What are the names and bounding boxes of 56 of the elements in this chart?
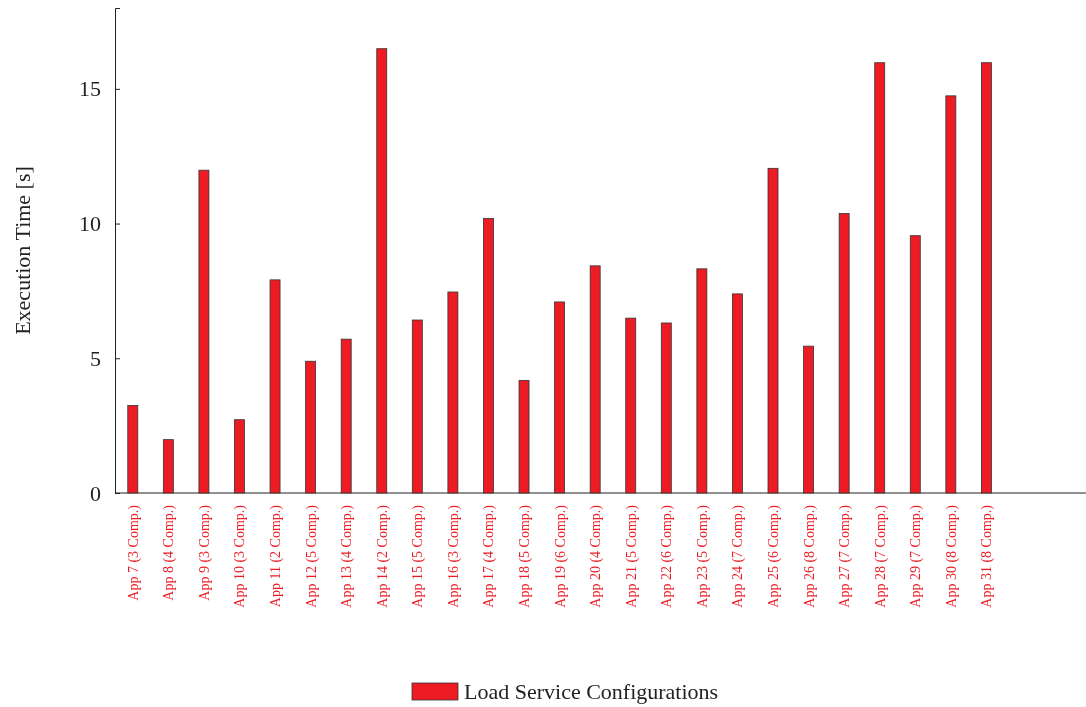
x-tick-label: App 13 (4 Comp.) xyxy=(339,504,356,608)
bar xyxy=(981,62,992,494)
x-tick-label: App 7 (3 Comp.) xyxy=(125,504,142,601)
bar xyxy=(803,345,814,494)
y-tick-label: 0 xyxy=(90,480,101,506)
x-tick-label: App 11 (2 Comp.) xyxy=(268,504,285,608)
x-tick-label: App 26 (8 Comp.) xyxy=(801,504,818,608)
x-tick-label: App 29 (7 Comp.) xyxy=(908,504,925,608)
bar xyxy=(162,439,174,494)
x-tick-label: App 20 (4 Comp.) xyxy=(588,504,605,608)
bar xyxy=(767,167,779,494)
y-tick-label: 15 xyxy=(79,76,101,102)
legend-label: Load Service Configurations xyxy=(464,679,719,704)
bar xyxy=(234,419,245,494)
bar xyxy=(732,293,743,494)
bar xyxy=(376,48,388,494)
bar xyxy=(909,235,921,494)
x-tick-label: App 22 (6 Comp.) xyxy=(659,504,676,608)
bar xyxy=(269,279,281,494)
y-tick-label: 5 xyxy=(90,345,101,371)
x-tick-label: App 10 (3 Comp.) xyxy=(232,504,249,608)
x-tick-label: App 30 (8 Comp.) xyxy=(943,504,960,608)
x-tick-label: App 27 (7 Comp.) xyxy=(837,504,854,608)
x-tick-label: App 8 (4 Comp.) xyxy=(161,504,178,601)
x-tick-label: App 31 (8 Comp.) xyxy=(979,504,996,608)
bar xyxy=(838,213,850,494)
bar xyxy=(198,169,210,494)
bar xyxy=(554,301,565,494)
bar xyxy=(696,268,708,494)
x-tick-label: App 15 (5 Comp.) xyxy=(410,504,427,608)
bar xyxy=(483,218,494,494)
x-tick-label: App 28 (7 Comp.) xyxy=(872,504,889,608)
bar xyxy=(945,95,957,494)
bar xyxy=(411,319,423,494)
x-tick-label: App 12 (5 Comp.) xyxy=(303,504,320,608)
x-tick-label: App 14 (2 Comp.) xyxy=(374,504,391,608)
x-tick-label: App 16 (3 Comp.) xyxy=(445,504,462,608)
x-tick-label: App 24 (7 Comp.) xyxy=(730,504,747,608)
y-tick-label: 10 xyxy=(79,211,101,237)
y-axis-title: Execution Time [s] xyxy=(10,166,35,335)
x-tick-label: App 25 (6 Comp.) xyxy=(766,504,782,608)
bar xyxy=(625,317,637,494)
bar xyxy=(127,405,139,494)
bar xyxy=(589,265,601,494)
x-tick-label: App 18 (5 Comp.) xyxy=(517,504,534,608)
bar xyxy=(305,360,317,494)
bar xyxy=(340,338,352,494)
x-tick-label: App 17 (4 Comp.) xyxy=(481,504,498,608)
bar xyxy=(518,379,530,494)
bar xyxy=(447,291,459,494)
x-tick-label: App 23 (5 Comp.) xyxy=(694,504,711,608)
bar xyxy=(874,62,886,494)
x-tick-label: App 21 (5 Comp.) xyxy=(623,504,640,608)
x-tick-label: App 19 (6 Comp.) xyxy=(552,504,569,608)
x-tick-label: App 9 (3 Comp.) xyxy=(196,504,213,601)
bar xyxy=(660,322,672,494)
